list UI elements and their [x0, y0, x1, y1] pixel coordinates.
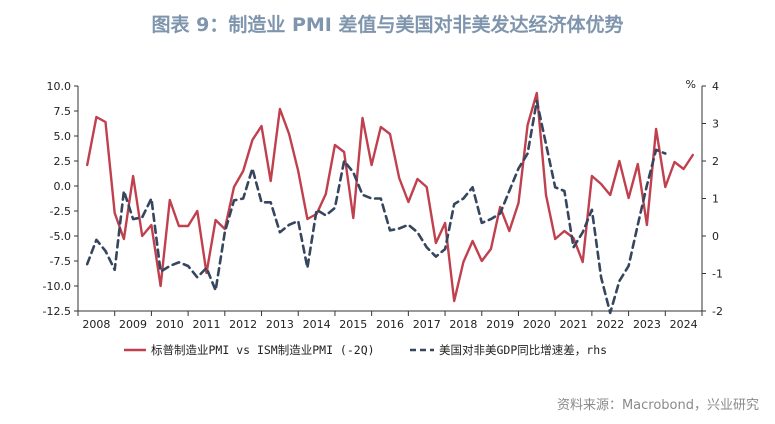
x-tick-label: 2022 [596, 318, 624, 331]
left-tick-label: -10.0 [43, 280, 71, 293]
left-tick-label: 10.0 [47, 80, 72, 93]
left-tick-label: 7.5 [54, 105, 72, 118]
chart-axes: 10.0 7.5 5.0 2.5 0.0 -2.5 -5.0 -7.5 -10.0 -12.5 4 3… [43, 78, 723, 331]
x-tick-label: 2008 [82, 318, 110, 331]
right-tick-label: -1 [712, 268, 723, 281]
x-tick-label: 2010 [156, 318, 184, 331]
x-tick-label: 2017 [413, 318, 441, 331]
legend: 标普制造业PMI vs ISM制造业PMI (-2Q) 美国对非美GDP同比增速差… [124, 343, 607, 357]
series-line-1 [86, 91, 694, 303]
x-tick-label: 2018 [449, 318, 477, 331]
left-tick-label: 2.5 [54, 155, 72, 168]
x-tick-label: 2020 [523, 318, 551, 331]
x-tick-label: 2013 [266, 318, 294, 331]
left-tick-label: -12.5 [43, 305, 71, 318]
x-tick-label: 2019 [486, 318, 514, 331]
right-tick-label: 0 [712, 230, 719, 243]
legend-label-2: 美国对非美GDP同比增速差，rhs [439, 343, 607, 357]
x-tick-label: 2011 [192, 318, 220, 331]
source-note: 资料来源：Macrobond，兴业研究 [556, 398, 759, 413]
x-tick-label: 2024 [670, 318, 698, 331]
left-tick-label: -2.5 [50, 205, 71, 218]
right-tick-label: 4 [712, 80, 719, 93]
right-tick-label: 2 [712, 155, 719, 168]
chart-title: 图表 9：制造业 PMI 差值与美国对非美发达经济体优势 [151, 14, 624, 36]
x-tick-label: 2009 [119, 318, 147, 331]
x-tick-label: 2015 [339, 318, 367, 331]
left-tick-label: -5.0 [50, 230, 71, 243]
series-line-2 [85, 99, 667, 315]
right-tick-label: 1 [712, 193, 719, 206]
left-tick-label: 5.0 [54, 130, 72, 143]
x-tick-label: 2021 [560, 318, 588, 331]
right-tick-label: 3 [712, 118, 719, 131]
x-tick-label: 2016 [376, 318, 404, 331]
left-tick-label: 0.0 [54, 180, 72, 193]
legend-label-1: 标普制造业PMI vs ISM制造业PMI (-2Q) [151, 343, 375, 357]
right-axis-unit: % [686, 78, 696, 91]
x-tick-label: 2023 [633, 318, 661, 331]
right-tick-label: -2 [712, 305, 723, 318]
left-tick-label: -7.5 [50, 255, 71, 268]
x-tick-label: 2014 [303, 318, 331, 331]
x-tick-label: 2012 [229, 318, 257, 331]
series-layer [85, 91, 694, 315]
